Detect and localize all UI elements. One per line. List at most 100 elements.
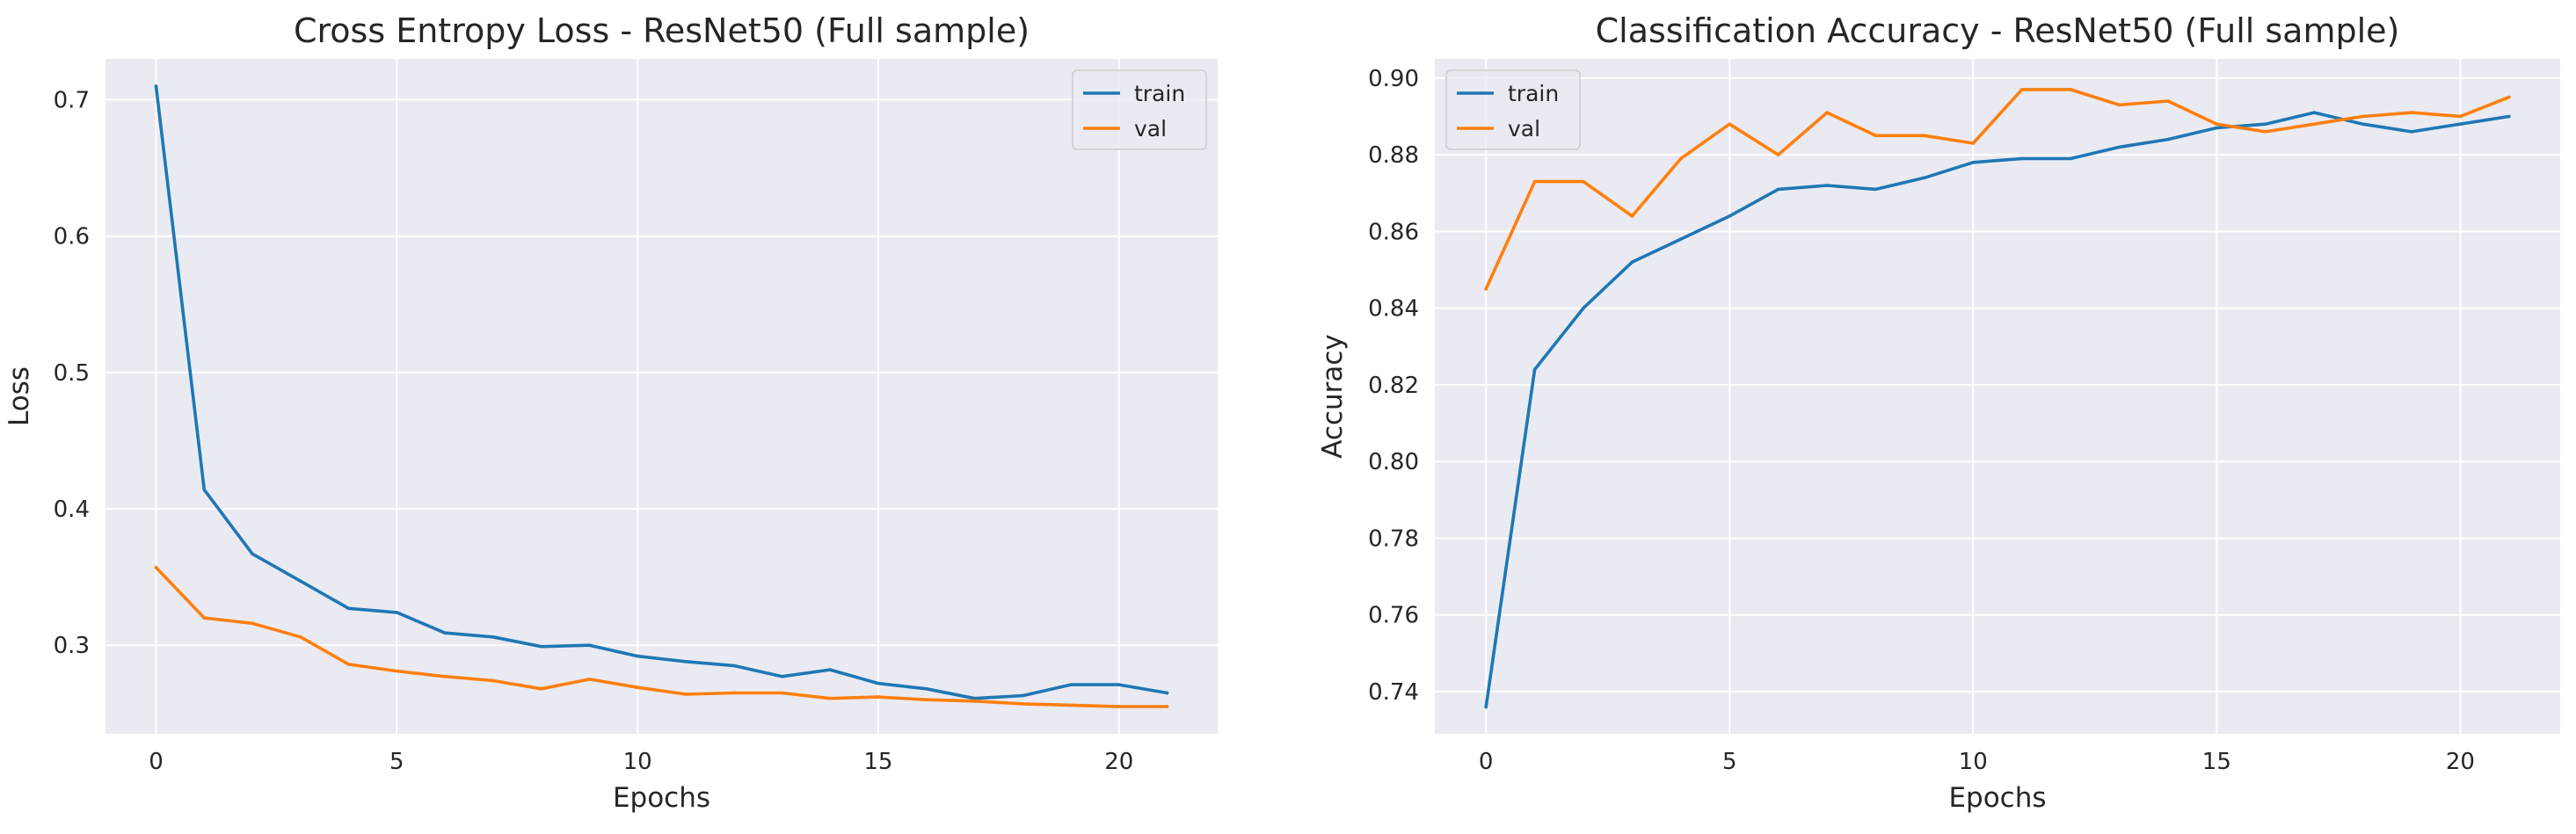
y-tick-label: 0.80 <box>1368 449 1419 475</box>
data-point-train <box>636 654 639 658</box>
data-point-train <box>780 675 784 678</box>
data-point-train <box>2507 114 2511 119</box>
data-point-train <box>1069 683 1073 686</box>
legend-label-val: val <box>1134 116 1167 141</box>
data-point-val <box>972 699 977 703</box>
x-tick-label: 15 <box>863 749 892 775</box>
data-point-train <box>1630 260 1634 265</box>
y-tick-label: 0.84 <box>1368 296 1419 323</box>
data-point-train <box>972 696 977 700</box>
data-point-train <box>491 635 495 639</box>
series-line-val <box>1484 88 2511 291</box>
x-tick-label: 10 <box>623 749 652 775</box>
data-point-train <box>2166 137 2170 141</box>
data-point-train <box>684 659 688 664</box>
data-point-val <box>2019 88 2024 91</box>
data-point-train <box>2263 122 2267 126</box>
data-point-val <box>2361 114 2365 119</box>
x-tick-label: 10 <box>1959 749 1988 775</box>
data-point-train <box>154 84 158 88</box>
data-point-val <box>1532 179 1537 184</box>
data-point-train <box>1532 367 1537 372</box>
y-tick-label: 0.76 <box>1368 603 1419 629</box>
data-point-val <box>1021 702 1025 706</box>
data-point-train <box>1776 187 1780 192</box>
data-point-val <box>2312 122 2316 126</box>
data-point-val <box>1874 134 1878 138</box>
chart-title: Cross Entropy Loss - ResNet50 (Full samp… <box>294 11 1030 50</box>
data-point-val <box>1484 287 1488 291</box>
data-point-val <box>2507 95 2511 99</box>
data-point-val <box>828 696 832 700</box>
data-point-val <box>443 675 447 678</box>
legend-label-train: train <box>1508 81 1559 106</box>
y-tick-label: 0.5 <box>54 360 90 387</box>
data-point-val <box>346 663 351 666</box>
y-tick-label: 0.88 <box>1368 142 1419 169</box>
y-tick-label: 0.74 <box>1368 679 1419 706</box>
data-point-val <box>2215 122 2219 126</box>
data-point-train <box>298 579 302 584</box>
y-tick-label: 0.4 <box>54 497 90 523</box>
y-tick-label: 0.3 <box>54 633 90 659</box>
data-point-val <box>491 678 495 683</box>
data-point-val <box>636 685 639 690</box>
x-axis-label: Epochs <box>1948 782 2046 814</box>
data-point-val <box>2166 99 2170 103</box>
data-point-train <box>1874 187 1878 192</box>
data-point-train <box>2215 126 2219 130</box>
data-point-train <box>1971 161 1976 164</box>
data-point-train <box>877 681 880 685</box>
chart-loss: 0.3 0.4 0.5 0.6 0.7 0 5 10 15 20 Epochs Loss Cross E… <box>4 11 1218 814</box>
data-point-train <box>1484 705 1488 709</box>
data-point-train <box>202 488 207 492</box>
data-point-train <box>395 611 399 614</box>
chart-accuracy: 0.74 0.76 0.78 0.80 0.82 0.84 0.86 0.88 0.90 0 5 10… <box>1317 11 2560 814</box>
data-point-train <box>2069 156 2072 161</box>
data-point-train <box>1728 214 1732 218</box>
series-line-train <box>154 84 1169 700</box>
data-point-train <box>731 664 736 668</box>
data-point-train <box>1117 683 1121 686</box>
data-point-val <box>202 616 207 620</box>
series-line-val <box>154 565 1169 708</box>
data-point-val <box>298 635 302 639</box>
data-point-train <box>1165 691 1169 695</box>
data-point-train <box>1923 176 1926 180</box>
y-axis-label: Accuracy <box>1317 334 1349 459</box>
data-point-val <box>1069 703 1073 707</box>
chart-title: Classification Accuracy - ResNet50 (Full… <box>1596 11 2400 50</box>
data-point-val <box>877 695 880 699</box>
data-point-train <box>443 631 447 635</box>
x-tick-label: 0 <box>149 749 164 775</box>
plot-area <box>106 59 1218 734</box>
data-point-train <box>924 687 928 691</box>
plot-area <box>1435 59 2560 734</box>
data-point-train <box>1582 306 1585 310</box>
data-point-val <box>2069 88 2072 91</box>
x-tick-label: 0 <box>1479 749 1494 775</box>
data-point-val <box>1117 705 1121 708</box>
data-point-val <box>1971 141 1976 145</box>
data-point-val <box>1165 705 1169 708</box>
data-point-val <box>2458 114 2463 119</box>
data-point-train <box>1679 237 1683 241</box>
data-point-train <box>539 644 543 649</box>
data-point-val <box>251 621 254 626</box>
data-point-val <box>684 693 688 696</box>
y-tick-label: 0.6 <box>54 224 90 250</box>
data-point-val <box>154 565 158 569</box>
data-point-val <box>395 669 399 673</box>
data-point-val <box>1679 156 1683 161</box>
y-tick-label: 0.90 <box>1368 66 1419 92</box>
y-tick-label: 0.82 <box>1368 373 1419 399</box>
data-point-val <box>780 691 784 695</box>
x-axis-label: Epochs <box>613 782 710 814</box>
x-tick-label: 5 <box>1722 749 1737 775</box>
data-point-train <box>1021 693 1025 698</box>
x-tick-label: 15 <box>2202 749 2231 775</box>
data-point-val <box>539 687 543 691</box>
data-point-val <box>1776 153 1780 156</box>
y-tick-label: 0.7 <box>54 88 90 114</box>
